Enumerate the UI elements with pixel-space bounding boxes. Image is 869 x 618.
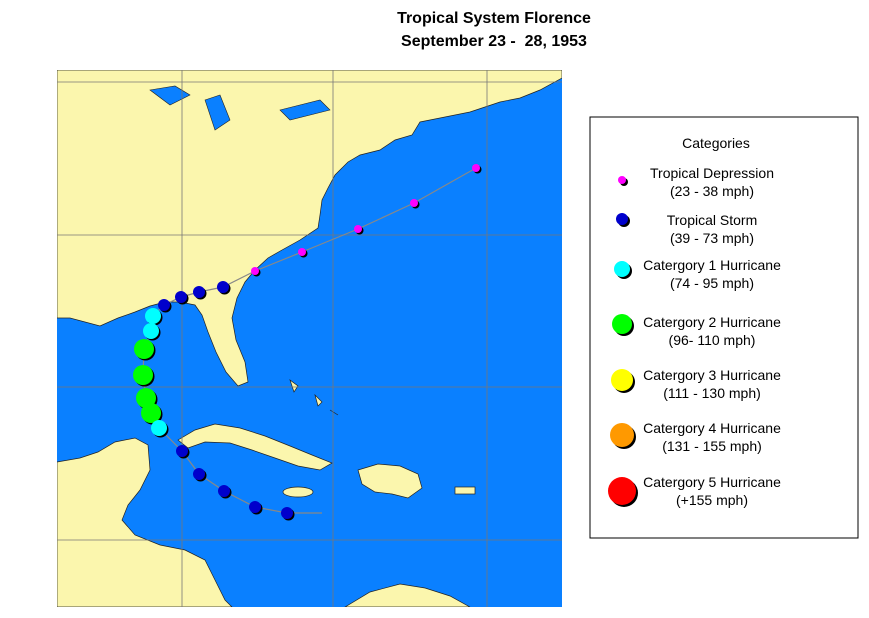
track-point	[354, 225, 362, 233]
title-line-2: September 23 - 28, 1953	[401, 33, 587, 50]
legend-label: Catergory 1 Hurricane	[643, 257, 781, 273]
track-point	[218, 485, 230, 497]
legend-marker	[612, 314, 632, 334]
jamaica	[282, 486, 314, 498]
track-point	[133, 365, 153, 385]
track-point	[249, 501, 261, 513]
track-point	[175, 291, 187, 303]
puerto-rico	[454, 486, 476, 495]
cuba	[177, 423, 333, 471]
map	[57, 70, 562, 607]
legend-range: (39 - 73 mph)	[670, 230, 754, 246]
track-point	[298, 248, 306, 256]
legend-label: Catergory 3 Hurricane	[643, 367, 781, 383]
storm-track	[133, 164, 482, 521]
track-point	[217, 281, 229, 293]
track-point	[251, 267, 259, 275]
legend: Categories Tropical Depression (23 - 38 m…	[589, 116, 859, 539]
legend-label: Catergory 2 Hurricane	[643, 314, 781, 330]
track-point	[141, 403, 161, 423]
track-point	[410, 199, 418, 207]
legend-marker	[614, 261, 630, 277]
track-point	[158, 299, 170, 311]
lake	[204, 94, 231, 131]
central-america	[57, 437, 233, 607]
lake	[149, 85, 191, 106]
track-point	[176, 445, 188, 457]
lake	[279, 99, 331, 121]
track-point	[145, 308, 161, 324]
legend-marker	[610, 423, 634, 447]
legend-heading: Categories	[682, 135, 750, 151]
legend-range: (111 - 130 mph)	[663, 385, 761, 401]
legend-label: Catergory 4 Hurricane	[643, 420, 781, 436]
track-point	[151, 420, 167, 436]
legend-marker	[618, 176, 626, 184]
legend-range: (+155 mph)	[676, 492, 748, 508]
legend-marker	[611, 369, 633, 391]
legend-range: (74 - 95 mph)	[670, 275, 754, 291]
legend-marker	[608, 477, 636, 505]
legend-range: (96- 110 mph)	[669, 332, 756, 348]
hispaniola	[357, 463, 423, 499]
track-point	[193, 286, 205, 298]
legend-range: (131 - 155 mph)	[662, 438, 762, 454]
legend-box	[589, 116, 859, 539]
track-point	[281, 507, 293, 519]
track-point	[472, 164, 480, 172]
legend-range: (23 - 38 mph)	[670, 183, 754, 199]
legend-label: Catergory 5 Hurricane	[643, 474, 781, 490]
track-point	[134, 339, 154, 359]
title-line-1: Tropical System Florence	[397, 10, 591, 27]
track-point	[193, 468, 205, 480]
legend-marker	[616, 213, 628, 225]
legend-label: Tropical Storm	[667, 212, 758, 228]
legend-label: Tropical Depression	[650, 165, 774, 181]
track-point	[143, 323, 159, 339]
south-america	[344, 583, 471, 607]
